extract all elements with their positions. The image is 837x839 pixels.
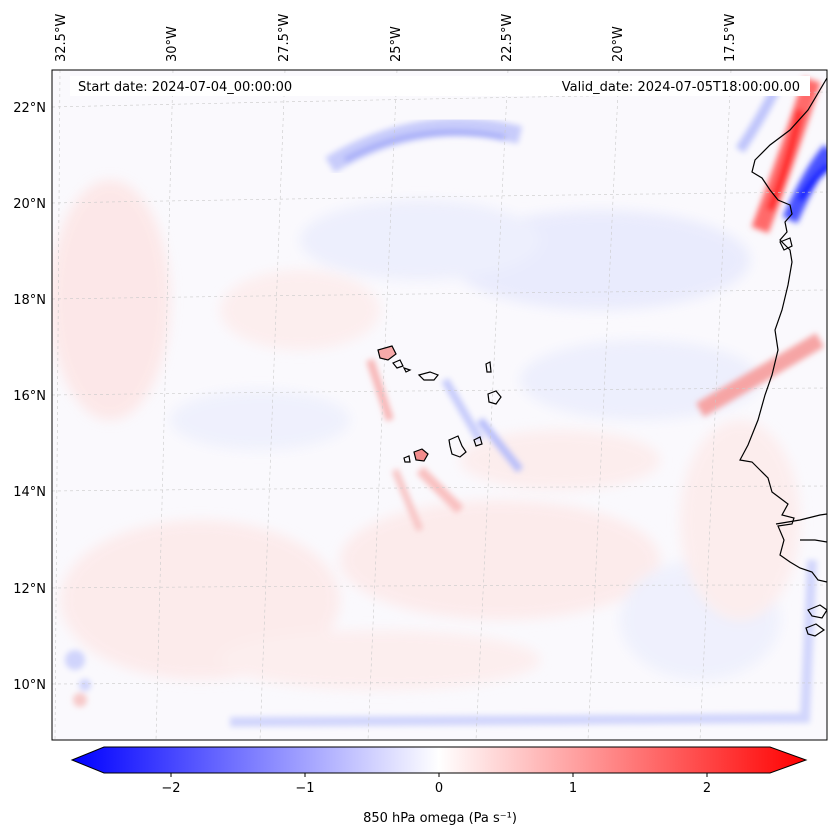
lat-label: 14°N bbox=[13, 485, 46, 500]
lon-label: 27.5°W bbox=[277, 14, 292, 62]
lon-label: 30°W bbox=[165, 26, 180, 62]
colorbar-tick-label: 2 bbox=[703, 781, 711, 796]
colorbar-bar bbox=[70, 746, 808, 774]
colorbar-ticks bbox=[170, 773, 708, 777]
colorbar-tick-label: −2 bbox=[161, 781, 180, 796]
lat-label: 16°N bbox=[13, 389, 46, 404]
lat-label: 12°N bbox=[13, 582, 46, 597]
header-band bbox=[70, 76, 810, 96]
lon-label: 20°W bbox=[611, 26, 626, 62]
lat-label: 10°N bbox=[13, 678, 46, 693]
colorbar-title: 850 hPa omega (Pa s⁻¹) bbox=[363, 811, 517, 826]
lon-label: 22.5°W bbox=[500, 14, 515, 62]
map-frame bbox=[51, 69, 828, 741]
lon-label: 32.5°W bbox=[54, 14, 69, 62]
omega-field bbox=[52, 77, 827, 727]
colorbar-tick-label: 0 bbox=[435, 781, 443, 796]
gridlines bbox=[52, 70, 827, 740]
lat-label: 20°N bbox=[13, 197, 46, 212]
colorbar-tick-label: −1 bbox=[295, 781, 314, 796]
map-area: Start date: 2024-07-04_00:00:00 Valid_da… bbox=[51, 69, 828, 741]
coastline bbox=[377, 77, 827, 637]
colorbar: −2 −1 0 1 2 850 hPa omega (Pa s⁻¹) bbox=[70, 746, 808, 826]
colorbar-tick-label: 1 bbox=[569, 781, 577, 796]
valid-date-label: Valid_date: 2024-07-05T18:00:00.00 bbox=[562, 80, 800, 95]
longitude-labels: 32.5°W 30°W 27.5°W 25°W 22.5°W 20°W 17.5… bbox=[54, 14, 738, 62]
start-date-label: Start date: 2024-07-04_00:00:00 bbox=[78, 80, 292, 95]
lat-label: 18°N bbox=[13, 293, 46, 308]
lat-label: 22°N bbox=[13, 101, 46, 116]
lon-label: 17.5°W bbox=[723, 14, 738, 62]
latitude-labels: 22°N 20°N 18°N 16°N 14°N 12°N 10°N bbox=[13, 101, 46, 693]
lon-label: 25°W bbox=[389, 26, 404, 62]
